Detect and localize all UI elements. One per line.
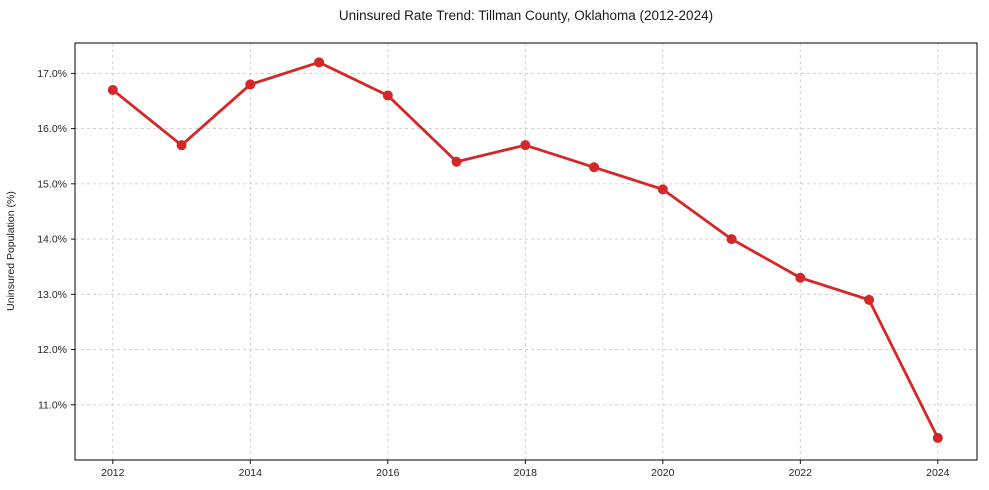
y-tick-label: 16.0% <box>37 123 67 135</box>
y-tick-label: 13.0% <box>37 289 67 301</box>
x-tick-label: 2020 <box>651 467 675 479</box>
data-point-2012 <box>107 84 118 95</box>
data-point-2021 <box>726 234 737 245</box>
y-tick-label: 15.0% <box>37 178 67 190</box>
x-tick-label: 2024 <box>926 467 950 479</box>
data-point-2019 <box>589 162 600 173</box>
axes-spine <box>74 42 978 461</box>
chart-title: Uninsured Rate Trend: Tillman County, Ok… <box>339 8 713 23</box>
data-point-2024 <box>932 432 943 443</box>
data-point-2015 <box>314 57 325 68</box>
data-point-2013 <box>176 140 187 151</box>
data-point-2020 <box>657 184 668 195</box>
y-tick-label: 11.0% <box>38 399 67 411</box>
data-point-2017 <box>451 156 462 167</box>
plot-area: 2012 2014 2016 2018 2020 2022 2024 17.0% 16.0% 15… <box>37 42 978 479</box>
x-tick-label: 2016 <box>376 467 400 479</box>
x-tick-label: 2018 <box>514 467 538 479</box>
y-tick-label: 17.0% <box>37 68 67 80</box>
data-point-2014 <box>245 79 256 90</box>
y-tick-label: 12.0% <box>37 344 67 356</box>
data-point-2023 <box>864 294 875 305</box>
y-tick-label: 14.0% <box>37 234 67 246</box>
data-point-2022 <box>795 272 806 283</box>
x-tick-label: 2012 <box>101 467 125 479</box>
data-point-2016 <box>382 90 393 101</box>
y-axis-label: Uninsured Population (%) <box>5 191 17 311</box>
x-tick-label: 2022 <box>789 467 813 479</box>
data-point-2018 <box>520 140 531 151</box>
x-tick-label: 2014 <box>239 467 263 479</box>
